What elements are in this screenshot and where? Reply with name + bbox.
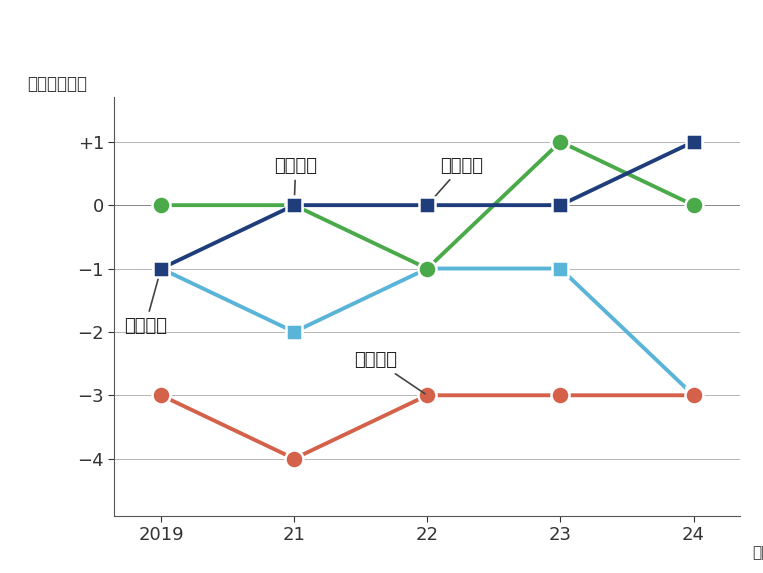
Text: （年度）: （年度） <box>752 545 763 560</box>
Text: 全国学力テスト  県内と全国との平均正答率の差: 全国学力テスト 県内と全国との平均正答率の差 <box>206 26 557 52</box>
Text: 中学数学: 中学数学 <box>124 271 167 335</box>
Text: 小学国語: 小学国語 <box>274 157 317 202</box>
Text: 小学算数: 小学算数 <box>429 157 484 203</box>
Text: 中学国語: 中学国語 <box>354 351 425 394</box>
Text: （ポイント）: （ポイント） <box>27 75 87 93</box>
